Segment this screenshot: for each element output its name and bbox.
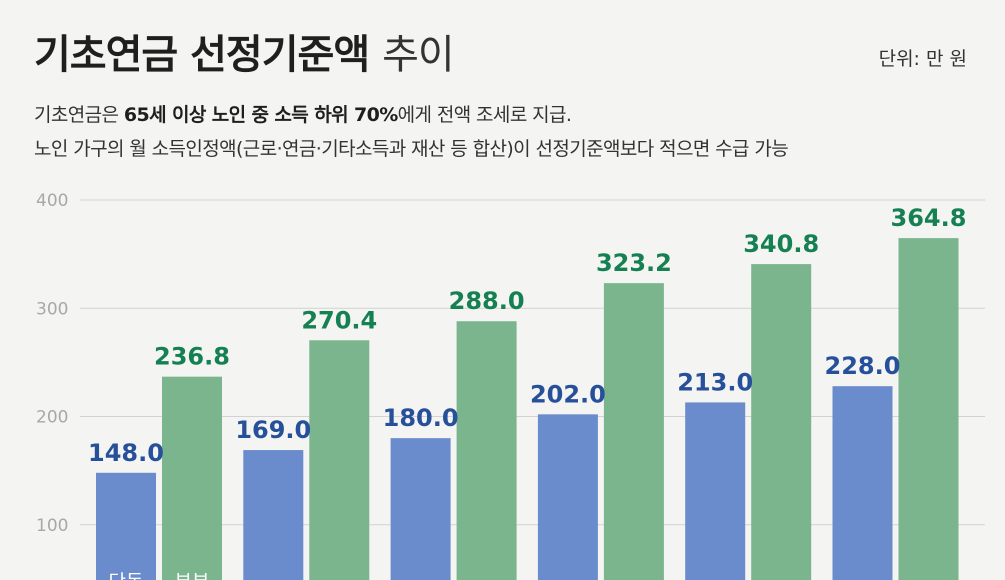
- title-bold: 기초연금 선정기준액: [34, 32, 370, 78]
- data-label-single-1: 169.0: [235, 416, 311, 444]
- bar-couple-0: [162, 376, 222, 580]
- data-label-single-5: 228.0: [825, 352, 901, 380]
- bar-couple-4: [751, 264, 812, 580]
- bar-single-1: [243, 450, 304, 580]
- data-label-single-0: 148.0: [88, 439, 164, 467]
- title-light: 추이: [382, 32, 455, 78]
- data-label-single-3: 202.0: [530, 380, 606, 408]
- data-label-couple-0: 236.8: [154, 343, 230, 371]
- y-tick-label-100: 100: [36, 516, 68, 536]
- data-label-couple-3: 323.2: [596, 249, 672, 277]
- bar-couple-5: [898, 238, 959, 580]
- bar-single-2: [390, 438, 451, 580]
- unit-label: 단위: 만 원: [878, 48, 967, 70]
- data-label-single-4: 213.0: [677, 368, 753, 396]
- data-label-couple-5: 364.8: [891, 204, 967, 232]
- bar-single-4: [685, 402, 746, 580]
- bar-couple-3: [603, 283, 664, 580]
- y-tick-label-300: 300: [36, 299, 68, 319]
- legend-couple: 부부: [175, 571, 210, 580]
- data-label-single-2: 180.0: [383, 404, 459, 432]
- bar-couple-1: [309, 340, 370, 580]
- data-label-couple-1: 270.4: [301, 306, 377, 334]
- y-tick-label-200: 200: [36, 408, 68, 428]
- bar-couple-2: [456, 321, 517, 580]
- data-label-couple-4: 340.8: [743, 230, 819, 258]
- bar-single-5: [832, 386, 893, 580]
- legend-single: 단독: [109, 571, 144, 580]
- description-line-1: 기초연금은 65세 이상 노인 중 소득 하위 70%에게 전액 조세로 지급.: [34, 100, 572, 127]
- desc1-bold: 65세 이상 노인 중 소득 하위 70%: [123, 104, 398, 126]
- bar-single-0: [96, 472, 156, 580]
- bar-single-3: [537, 414, 598, 580]
- description-line-2: 노인 가구의 월 소득인정액(근로·연금·기타소득과 재산 등 합산)이 선정기…: [34, 138, 789, 160]
- data-label-couple-2: 288.0: [449, 287, 525, 315]
- chart-title: 기초연금 선정기준액 추이: [34, 22, 455, 80]
- desc1-post: 에게 전액 조세로 지급.: [397, 104, 572, 126]
- desc1-pre: 기초연금은: [34, 104, 124, 126]
- y-tick-label-400: 400: [36, 191, 68, 211]
